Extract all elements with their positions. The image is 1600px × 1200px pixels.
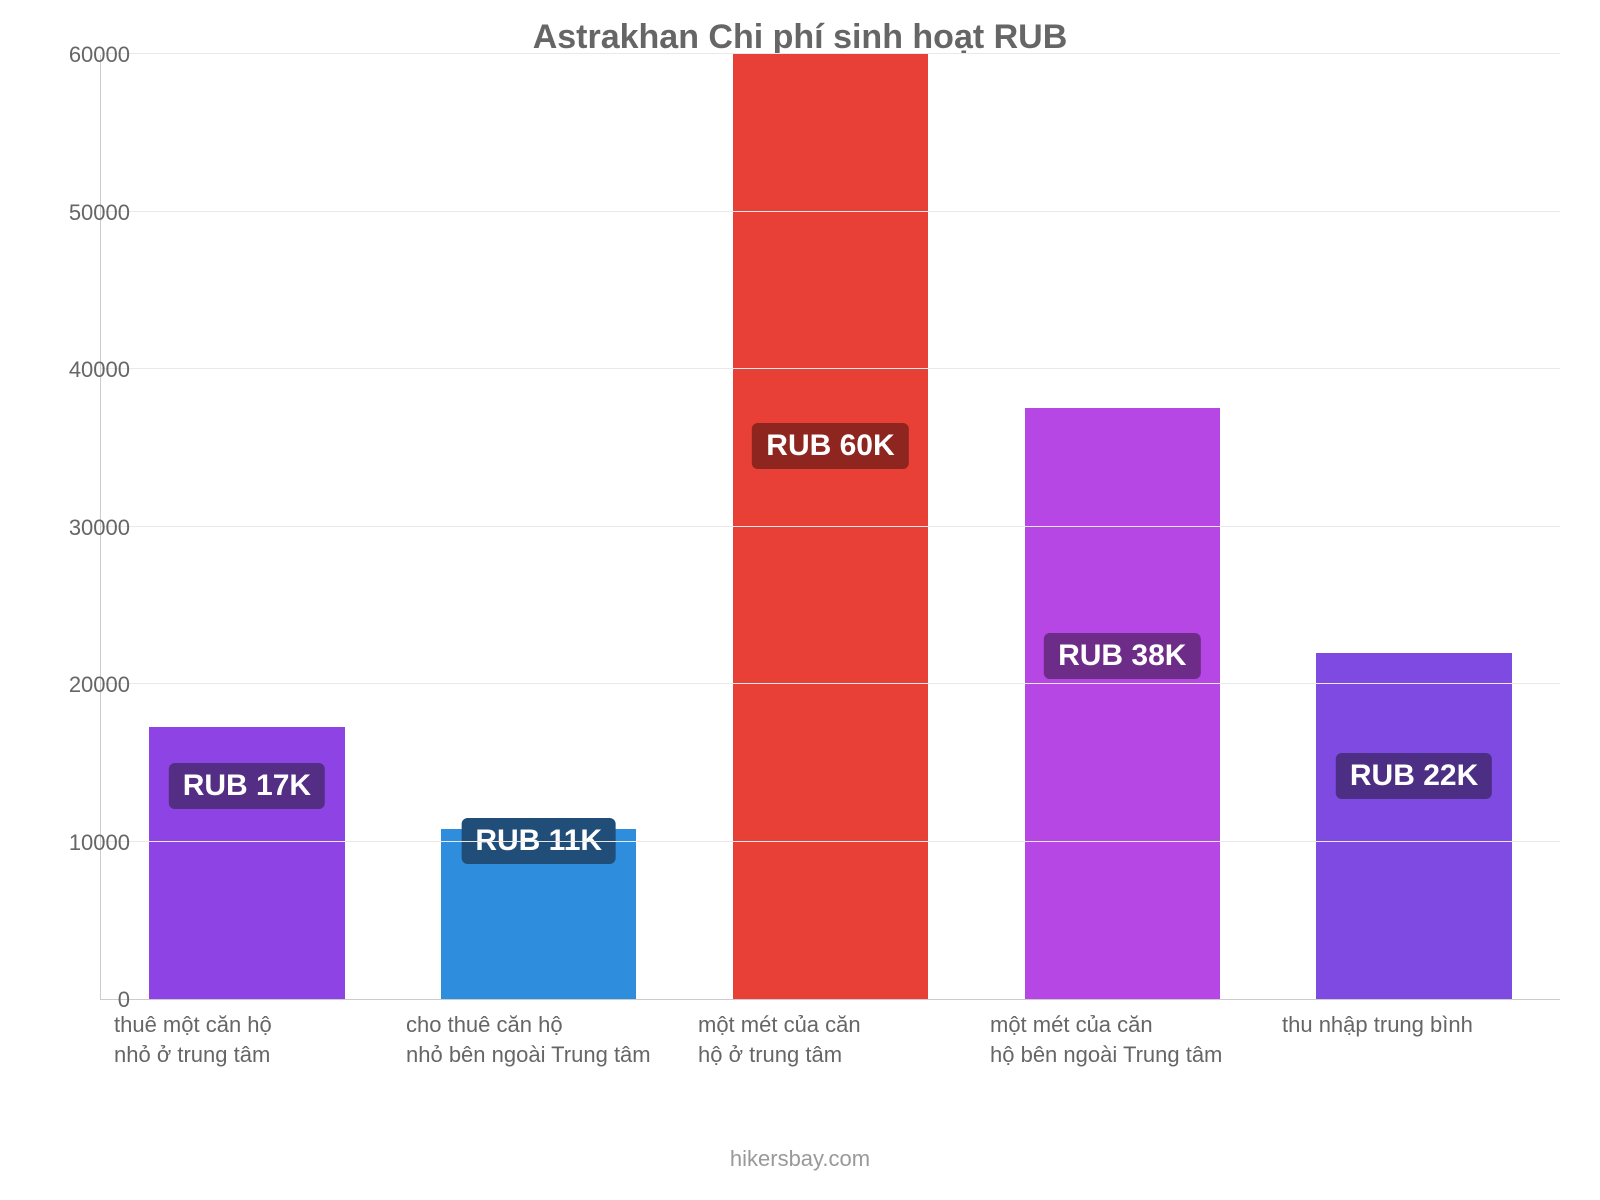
gridline bbox=[101, 841, 1560, 842]
bar bbox=[1316, 653, 1512, 1000]
x-axis-labels: thuê một căn hộnhỏ ở trung tâmcho thuê c… bbox=[100, 1010, 1560, 1069]
y-tick-label: 50000 bbox=[40, 200, 130, 226]
bar bbox=[1025, 408, 1221, 999]
bar-slot: RUB 17K bbox=[101, 55, 393, 999]
bar-value-label: RUB 17K bbox=[169, 763, 325, 809]
attribution-text: hikersbay.com bbox=[0, 1146, 1600, 1172]
y-tick-label: 40000 bbox=[40, 357, 130, 383]
gridline bbox=[101, 53, 1560, 54]
x-tick-label: một mét của cănhộ bên ngoài Trung tâm bbox=[976, 1010, 1268, 1069]
bar-value-label: RUB 22K bbox=[1336, 753, 1492, 799]
bar-slot: RUB 11K bbox=[393, 55, 685, 999]
bar-value-label: RUB 60K bbox=[752, 423, 908, 469]
x-tick-label: thuê một căn hộnhỏ ở trung tâm bbox=[100, 1010, 392, 1069]
gridline bbox=[101, 368, 1560, 369]
y-tick-label: 30000 bbox=[40, 515, 130, 541]
x-tick-label: thu nhập trung bình bbox=[1268, 1010, 1560, 1069]
y-tick-label: 10000 bbox=[40, 830, 130, 856]
bars-group: RUB 17K RUB 11K RUB 60K RUB 38K RUB 22K bbox=[101, 55, 1560, 999]
gridline bbox=[101, 211, 1560, 212]
plot-area: RUB 17K RUB 11K RUB 60K RUB 38K RUB 22K bbox=[100, 55, 1560, 1000]
chart-container: Astrakhan Chi phí sinh hoạt RUB RUB 17KR… bbox=[0, 0, 1600, 1200]
bar-slot: RUB 22K bbox=[1268, 55, 1560, 999]
chart-title: Astrakhan Chi phí sinh hoạt RUB bbox=[0, 18, 1600, 57]
bar-slot: RUB 38K bbox=[976, 55, 1268, 999]
x-tick-label: một mét của cănhộ ở trung tâm bbox=[684, 1010, 976, 1069]
x-tick-label: cho thuê căn hộnhỏ bên ngoài Trung tâm bbox=[392, 1010, 684, 1069]
bar bbox=[733, 54, 929, 999]
y-tick-label: 20000 bbox=[40, 672, 130, 698]
bar-value-label: RUB 38K bbox=[1044, 633, 1200, 679]
gridline bbox=[101, 526, 1560, 527]
gridline bbox=[101, 683, 1560, 684]
y-tick-label: 60000 bbox=[40, 42, 130, 68]
bar-slot: RUB 60K bbox=[685, 55, 977, 999]
